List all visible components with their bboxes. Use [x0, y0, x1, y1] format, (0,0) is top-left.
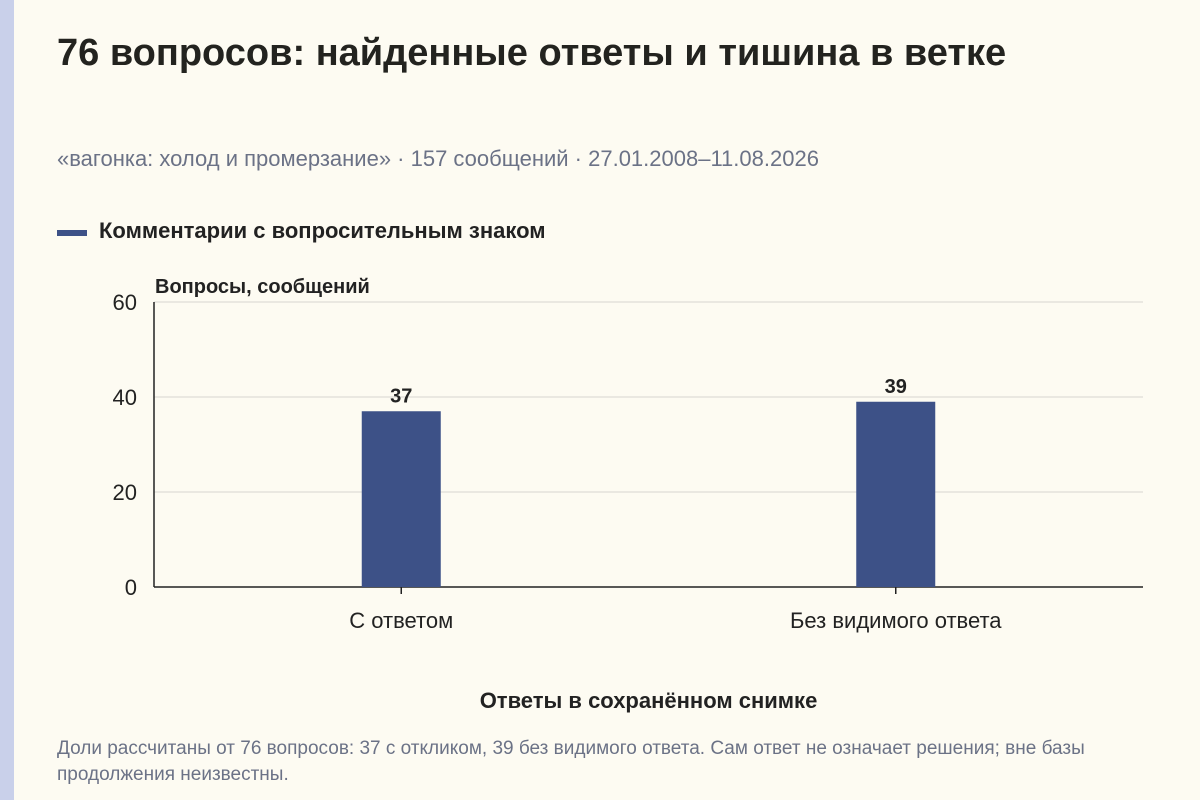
data-label: 39	[885, 376, 907, 398]
chart-title: 76 вопросов: найденные ответы и тишина в…	[57, 32, 1007, 74]
chart-subtitle: «вагонка: холод и промерзание» · 157 соо…	[57, 146, 819, 171]
y-tick-label: 0	[125, 575, 137, 600]
bar	[361, 411, 441, 587]
y-tick-label: 40	[113, 385, 137, 410]
y-tick-label: 60	[113, 290, 137, 315]
data-label: 37	[390, 385, 412, 407]
y-axis-label: Вопросы, сообщений	[155, 276, 370, 298]
legend-label: Комментарии с вопросительным знаком	[99, 218, 546, 243]
x-tick-label: С ответом	[349, 608, 453, 633]
legend-swatch	[57, 230, 87, 236]
x-tick-label: Без видимого ответа	[790, 608, 1002, 633]
y-tick-label: 20	[113, 480, 137, 505]
bar	[856, 401, 936, 587]
accent-stripe	[0, 0, 14, 800]
footnote: Доли рассчитаны от 76 вопросов: 37 с отк…	[57, 738, 1085, 785]
legend: Комментарии с вопросительным знаком	[57, 218, 546, 244]
bar-chart: 0 20 40 60 Вопросы, сообщений 37 С ответом 39 Бе…	[113, 276, 1143, 713]
x-axis-label: Ответы в сохранённом снимке	[480, 688, 818, 713]
